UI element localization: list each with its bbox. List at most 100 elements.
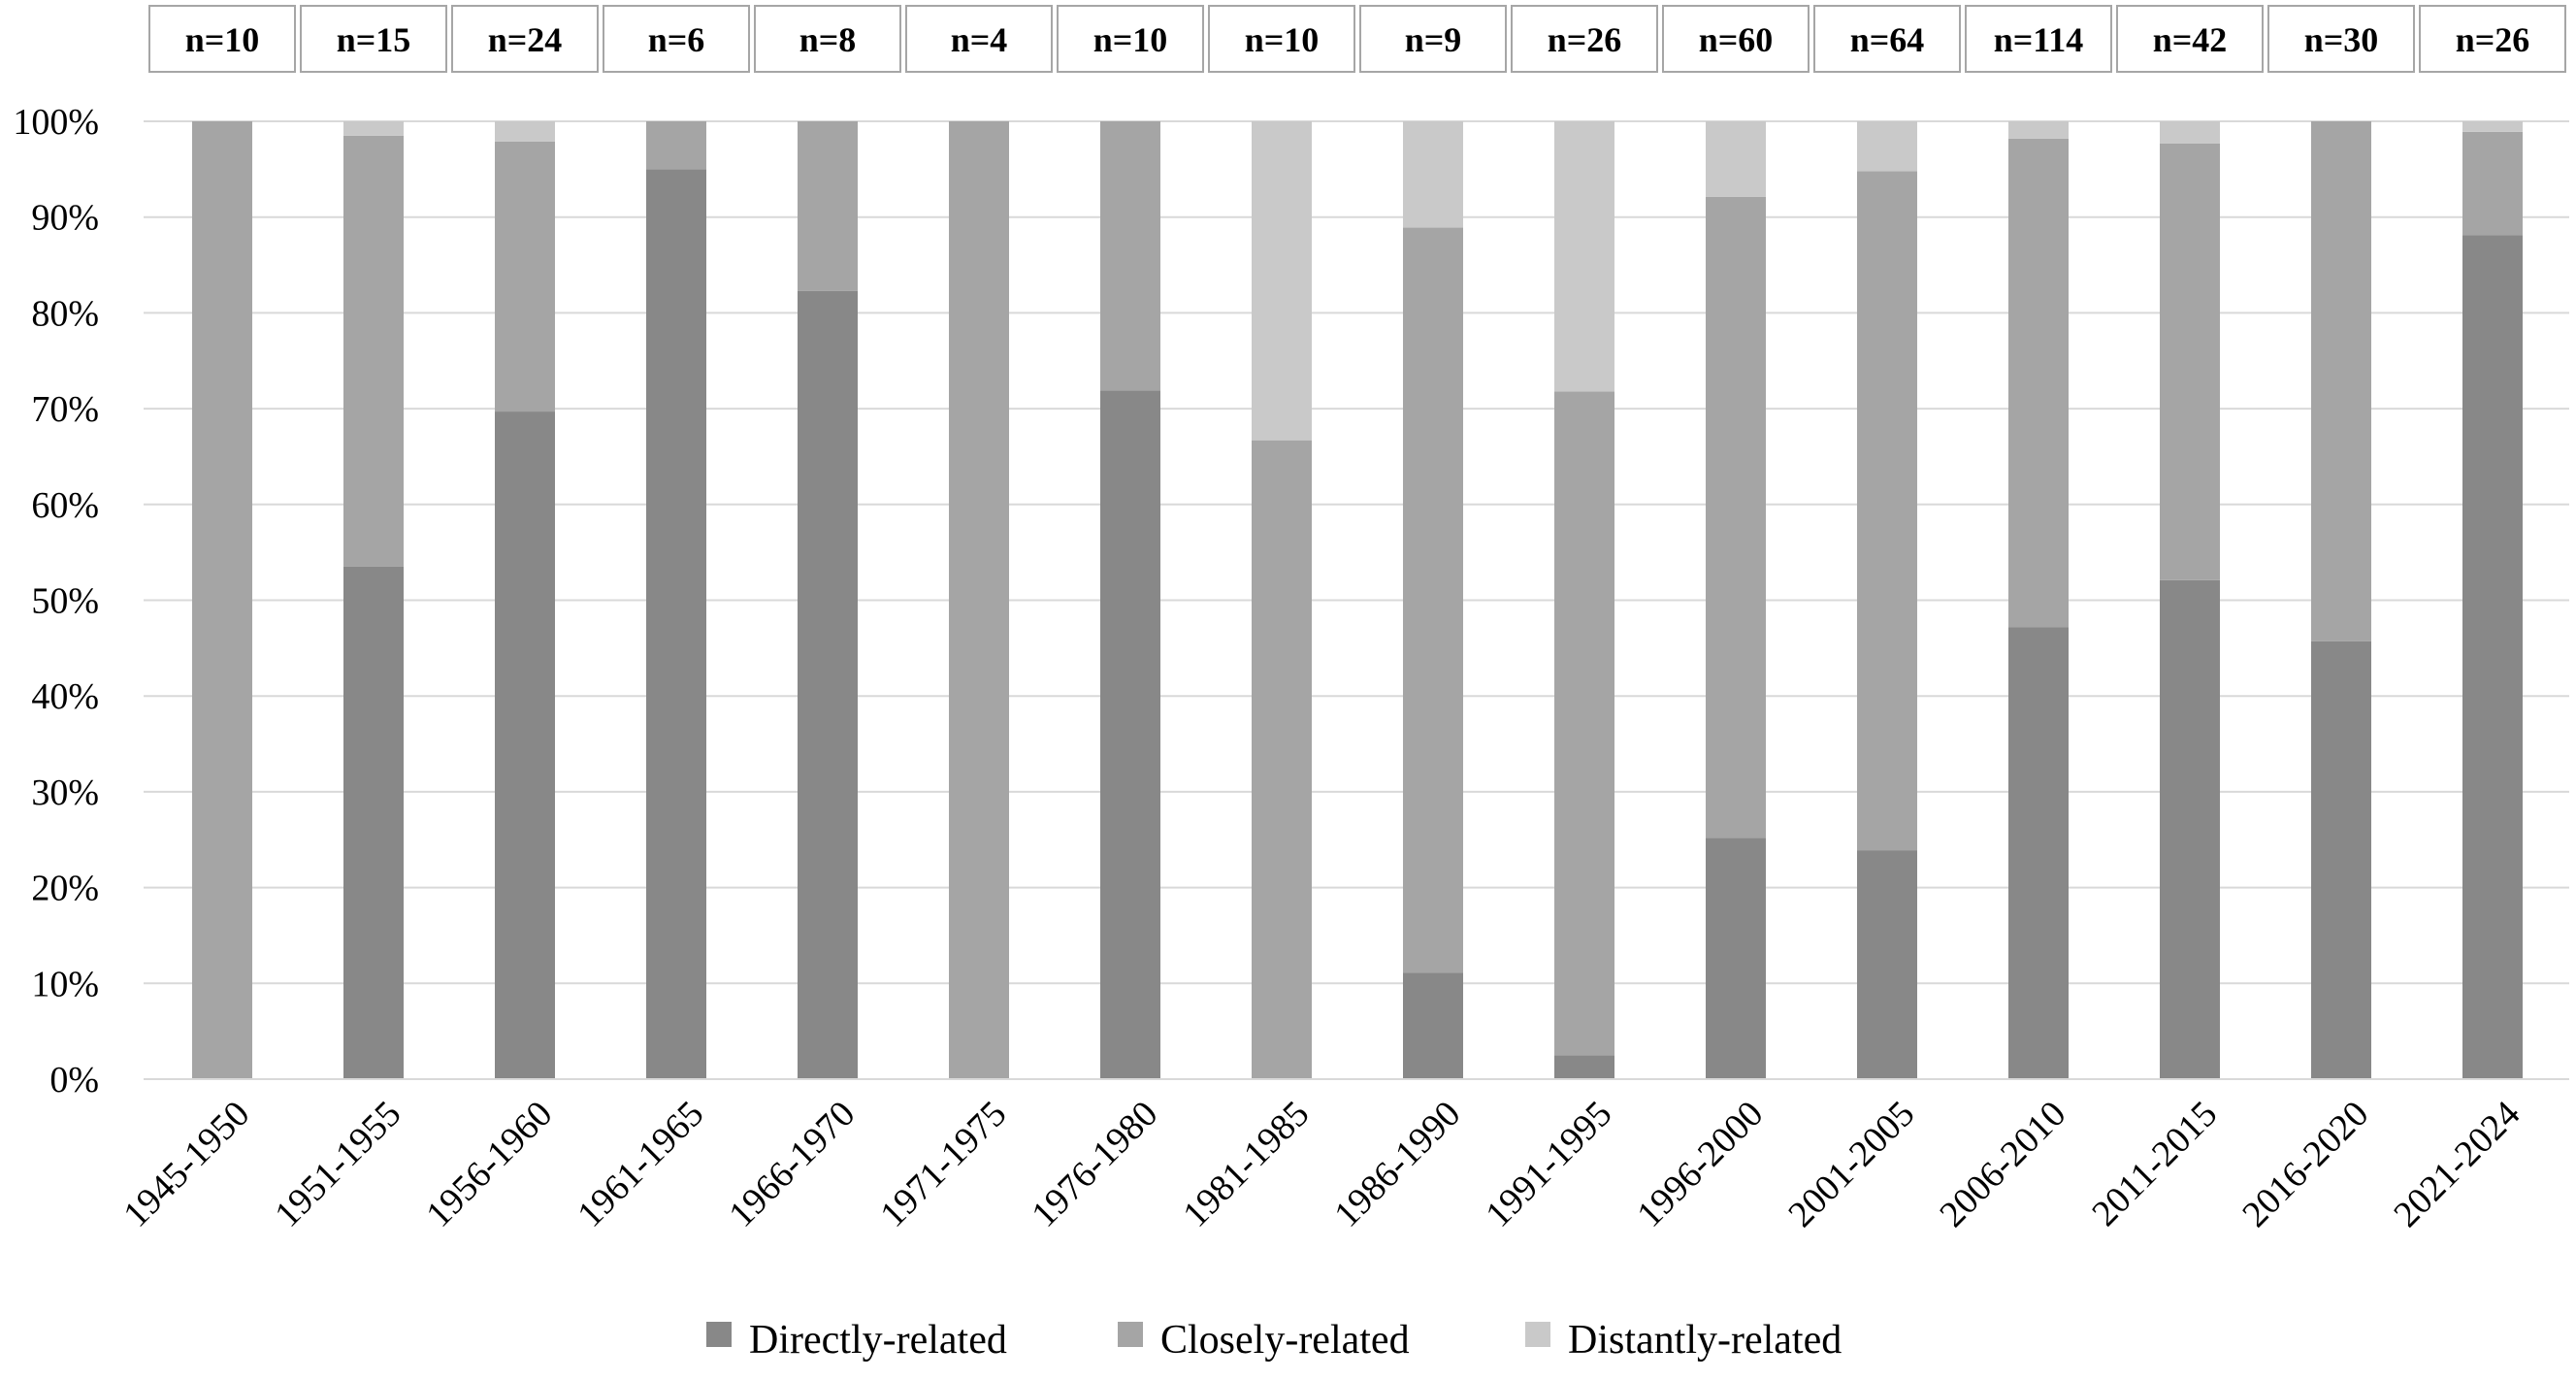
sample-size-label: n=6 (648, 20, 705, 59)
sample-size-label: n=4 (951, 20, 1008, 59)
sample-size-label: n=15 (337, 20, 411, 59)
bar-directly-related-1996-2000 (1706, 838, 1766, 1079)
sample-size-box (2419, 5, 2566, 73)
bar-closely-related-1966-1970 (798, 121, 858, 291)
bar-closely-related-2006-2010 (2008, 138, 2069, 628)
sample-size-label: n=10 (1245, 20, 1320, 59)
sample-size-box (148, 5, 296, 73)
y-tick-label: 20% (31, 869, 99, 909)
sample-size-box (451, 5, 599, 73)
sample-size-label: n=26 (1548, 20, 1622, 59)
bar-distantly-related-1981-1985 (1252, 121, 1312, 441)
legend-label: Directly-related (749, 1318, 1007, 1363)
bar-closely-related-1991-1995 (1554, 391, 1614, 1056)
bar-distantly-related-2021-2024 (2462, 121, 2523, 132)
sample-size-label: n=24 (488, 20, 563, 59)
bar-directly-related-2011-2015 (2160, 579, 2220, 1079)
bar-directly-related-1961-1965 (646, 169, 706, 1080)
sample-size-box (300, 5, 447, 73)
legend-swatch (1525, 1322, 1550, 1347)
sample-size-box (1057, 5, 1204, 73)
bars (192, 121, 2523, 1080)
sample-size-label: n=114 (1994, 20, 2084, 59)
sample-size-label: n=9 (1405, 20, 1462, 59)
y-tick-label: 70% (31, 389, 99, 430)
sample-size-label: n=30 (2304, 20, 2379, 59)
y-tick-label: 50% (31, 581, 99, 622)
x-tick-label: 1991-1995 (1478, 1094, 1619, 1235)
x-tick-label: 1945-1950 (115, 1094, 257, 1235)
legend: Directly-related Closely-related Distantly… (706, 1318, 1842, 1363)
bar-closely-related-1951-1955 (343, 135, 404, 567)
x-tick-label: 2016-2020 (2234, 1094, 2376, 1235)
sample-size-box (1511, 5, 1658, 73)
bar-directly-related-2016-2020 (2311, 641, 2371, 1079)
y-tick-label: 30% (31, 772, 99, 813)
y-tick-label: 60% (31, 485, 99, 526)
bar-closely-related-2001-2005 (1857, 171, 1917, 851)
bar-directly-related-2001-2005 (1857, 850, 1917, 1079)
x-tick-label: 2011-2015 (2084, 1094, 2225, 1234)
y-tick-label: 10% (31, 964, 99, 1004)
bar-closely-related-1971-1975 (949, 121, 1009, 1079)
bar-directly-related-1951-1955 (343, 566, 404, 1079)
bar-closely-related-2011-2015 (2160, 143, 2220, 580)
bar-distantly-related-1986-1990 (1403, 121, 1463, 228)
bar-closely-related-1956-1960 (495, 141, 555, 412)
x-tick-label: 1986-1990 (1326, 1094, 1468, 1235)
sample-size-label: n=64 (1850, 20, 1925, 59)
sample-size-box (905, 5, 1053, 73)
sample-size-label: n=10 (185, 20, 260, 59)
bar-distantly-related-2001-2005 (1857, 121, 1917, 172)
bar-directly-related-1991-1995 (1554, 1055, 1614, 1079)
x-tick-label: 2021-2024 (2386, 1094, 2527, 1235)
x-tick-label: 1951-1955 (267, 1094, 408, 1235)
x-tick-label: 1981-1985 (1175, 1094, 1317, 1235)
x-tick-label: 2006-2010 (1932, 1094, 2073, 1235)
legend-label: Distantly-related (1568, 1318, 1842, 1363)
sample-size-box (754, 5, 901, 73)
bar-closely-related-1945-1950 (192, 121, 252, 1079)
bar-distantly-related-1951-1955 (343, 121, 404, 136)
sample-size-box (1359, 5, 1507, 73)
sample-size-label: n=60 (1699, 20, 1774, 59)
sample-size-box (2267, 5, 2415, 73)
sample-size-label: n=42 (2153, 20, 2228, 59)
sample-size-box (1965, 5, 2112, 73)
bar-directly-related-1966-1970 (798, 290, 858, 1080)
bar-closely-related-1981-1985 (1252, 440, 1312, 1079)
sample-size-box (2116, 5, 2264, 73)
bar-distantly-related-2011-2015 (2160, 121, 2220, 144)
sample-size-label: n=26 (2456, 20, 2530, 59)
bar-closely-related-1976-1980 (1100, 121, 1160, 391)
x-tick-label: 1976-1980 (1024, 1094, 1165, 1235)
sample-size-box (1662, 5, 1810, 73)
bar-directly-related-1986-1990 (1403, 972, 1463, 1079)
x-tick-label: 1966-1970 (721, 1094, 863, 1235)
bar-distantly-related-1956-1960 (495, 121, 555, 142)
bar-closely-related-2021-2024 (2462, 131, 2523, 236)
x-tick-label: 1961-1965 (570, 1094, 711, 1235)
sample-size-box (1813, 5, 1961, 73)
sample-size-box (1208, 5, 1355, 73)
x-tick-label: 1996-2000 (1629, 1094, 1771, 1235)
sample-size-label: n=10 (1093, 20, 1168, 59)
bar-distantly-related-1991-1995 (1554, 121, 1614, 392)
y-tick-label: 100% (13, 102, 99, 143)
y-tick-label: 0% (49, 1060, 99, 1101)
y-tick-label: 40% (31, 676, 99, 717)
x-axis-tick-labels: 1945-1950 1951-1955 1956-1960 1961-1965 1966… (115, 1094, 2527, 1235)
bar-closely-related-1961-1965 (646, 121, 706, 170)
bar-directly-related-1956-1960 (495, 411, 555, 1079)
bar-distantly-related-2006-2010 (2008, 121, 2069, 139)
x-tick-label: 1956-1960 (418, 1094, 560, 1235)
legend-swatch (706, 1322, 732, 1347)
bar-directly-related-2021-2024 (2462, 235, 2523, 1079)
bar-distantly-related-1996-2000 (1706, 121, 1766, 197)
bar-directly-related-2006-2010 (2008, 627, 2069, 1079)
bar-closely-related-1986-1990 (1403, 227, 1463, 973)
x-tick-label: 1971-1975 (872, 1094, 1014, 1235)
y-axis-tick-labels: 0% 10% 20% 30% 40% 50% 60% 70% 80% 90% 100% (13, 102, 99, 1101)
y-tick-label: 80% (31, 293, 99, 334)
